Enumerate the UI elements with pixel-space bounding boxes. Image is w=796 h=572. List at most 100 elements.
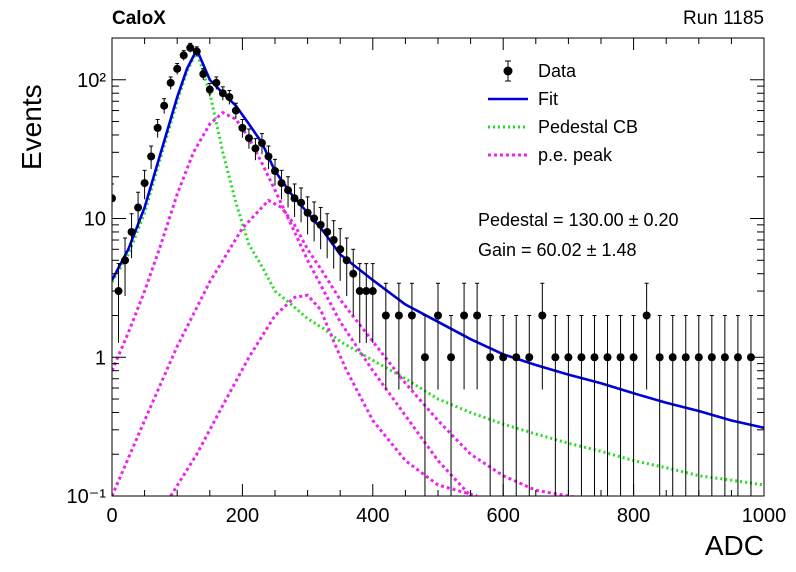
data-point [642,282,651,390]
data-marker [694,353,703,362]
legend-label: Data [538,61,577,81]
legend-label: p.e. peak [538,145,613,165]
data-marker [707,353,716,362]
data-point [264,145,273,170]
data-point [394,282,403,390]
legend-label: Fit [538,89,558,109]
data-point [336,228,345,281]
data-marker [486,353,495,362]
data-marker [336,245,345,254]
data-marker [512,353,521,362]
x-tick-label: 800 [617,505,650,527]
data-marker [251,144,260,153]
data-marker [225,93,234,102]
data-point [525,314,534,496]
legend-data-marker [503,66,513,76]
data-point [238,119,247,138]
data-point [460,282,469,390]
data-point [244,128,253,149]
data-marker [642,311,651,320]
pedestal-fit-value: Pedestal = 130.00 ± 0.20 [478,210,679,230]
data-marker [205,85,214,94]
data-marker [447,353,456,362]
run-label: Run 1185 [683,8,764,29]
data-point [121,237,130,296]
data-marker [577,353,586,362]
data-points-layer [112,42,755,496]
data-point [173,63,182,75]
data-point [127,213,136,259]
data-point [362,263,371,343]
data-point [271,158,279,186]
data-marker [355,287,364,296]
data-marker [264,152,273,161]
x-tick-label: 600 [487,505,520,527]
legend-entry: Pedestal CB [488,117,638,137]
data-point [381,282,390,390]
data-marker [460,311,469,320]
data-point [225,90,234,105]
data-marker [655,353,664,362]
data-point [186,42,195,53]
data-marker [173,64,182,73]
data-marker [271,167,279,176]
data-marker [420,353,429,362]
data-marker [316,220,325,229]
x-tick-label: 400 [356,505,389,527]
legend: Data Fit Pedestal CB p.e. peak [488,60,638,165]
y-tick-label: 10 [84,209,106,231]
pe-peak-curve [169,293,478,496]
data-point [720,314,729,496]
data-point [257,133,266,155]
data-point [407,282,416,390]
data-marker [616,353,625,362]
data-point [303,196,312,235]
data-point [590,314,599,496]
data-point [342,237,351,296]
data-point [147,145,156,170]
data-marker [629,353,638,362]
data-point [212,76,221,90]
data-point [746,314,755,496]
data-marker [310,214,319,223]
y-tick-label: 1 [95,347,106,369]
data-marker [733,353,742,362]
data-point [251,138,260,161]
y-axis-label: Events [16,84,47,170]
data-point [603,314,612,496]
data-point [329,220,338,269]
data-marker [147,152,156,161]
data-marker [112,194,116,203]
data-point [499,314,508,496]
data-point [323,213,332,259]
data-marker [349,269,358,278]
data-marker [284,186,293,195]
data-marker [244,134,253,143]
data-marker [303,208,312,217]
data-marker [381,311,390,320]
data-marker [603,353,612,362]
data-marker [551,353,560,362]
data-point [486,314,495,496]
x-tick-label: 0 [106,505,117,527]
data-point [733,314,742,496]
data-point [192,46,201,57]
data-marker [434,311,442,320]
data-point [368,263,377,343]
data-point [577,314,586,496]
data-point [512,314,521,496]
data-marker [329,236,338,245]
data-marker [212,78,221,87]
data-point [199,68,208,81]
data-point [668,314,677,496]
data-marker [720,353,729,362]
data-marker [277,179,286,188]
data-point [277,169,286,200]
data-point [140,169,149,200]
data-point [166,76,175,90]
data-marker [297,198,306,207]
data-marker [499,353,508,362]
data-point [231,102,240,119]
data-marker [525,353,534,362]
